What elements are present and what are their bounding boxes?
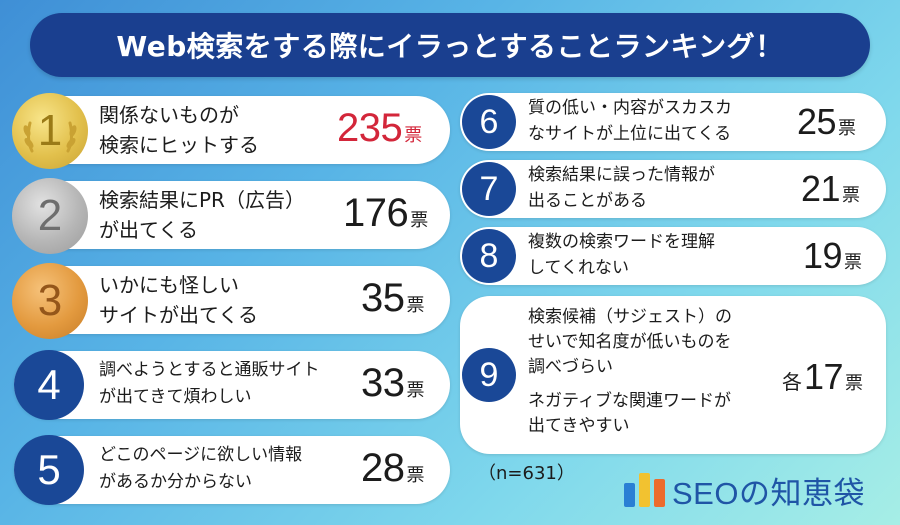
- vote-count: 176 票: [343, 191, 428, 236]
- vote-value: 176: [343, 191, 409, 235]
- vote-unit: 票: [406, 380, 425, 401]
- rank-number: 7: [479, 169, 499, 208]
- vote-unit: 票: [838, 118, 857, 139]
- rank-number: 4: [37, 361, 61, 408]
- rank-number: 8: [479, 236, 499, 275]
- rank-number: 3: [37, 276, 63, 325]
- vote-unit: 票: [844, 252, 863, 273]
- rank-badge: 6: [462, 95, 516, 149]
- vote-count: 19 票: [803, 235, 862, 277]
- rank-badge: 5: [14, 435, 84, 505]
- vote-value: 235: [337, 106, 403, 150]
- vote-unit: 票: [404, 125, 423, 146]
- item-label-line: どこのページに欲しい情報: [99, 445, 303, 465]
- item-label-line: 出ることがある: [528, 191, 647, 211]
- brand-logo: SEOの知恵袋: [624, 470, 865, 511]
- brand-name: SEOの知恵袋: [672, 475, 865, 511]
- item-label-line: サイトが出てくる: [99, 303, 258, 327]
- rank-number: 6: [479, 102, 499, 141]
- vote-count: 235 票: [337, 106, 422, 151]
- item-label-line: 検索候補（サジェスト）の: [528, 307, 732, 327]
- vote-unit: 票: [845, 373, 864, 394]
- item-label-line: 調べようとすると通販サイト: [99, 360, 320, 380]
- item-label-line: 複数の検索ワードを理解: [528, 232, 715, 252]
- rank-badge: 8: [462, 229, 516, 283]
- bars-logo-icon: [624, 473, 666, 507]
- vote-count: 35 票: [361, 276, 425, 321]
- ranking-row-9: [460, 296, 886, 454]
- rank-number: 2: [37, 191, 63, 240]
- vote-count: 28 票: [361, 446, 425, 491]
- gold-medal-icon: 1: [12, 93, 88, 169]
- rank-number: 1: [37, 106, 63, 155]
- vote-count: 25 票: [797, 101, 856, 143]
- vote-value: 17: [804, 356, 844, 397]
- vote-count: 33 票: [361, 361, 425, 406]
- item-label-line: 質の低い・内容がスカスカ: [528, 98, 732, 118]
- sample-size-note: （n=631）: [478, 463, 575, 484]
- silver-medal-icon: 2: [12, 178, 88, 254]
- rank-number: 9: [479, 355, 499, 394]
- item-label-line: してくれない: [528, 258, 629, 278]
- rank-number: 5: [37, 446, 61, 493]
- vote-unit: 票: [842, 185, 861, 206]
- vote-value: 35: [361, 276, 405, 320]
- item-label-line: 検索結果にPR（広告）: [99, 188, 305, 212]
- page-title: Web検索をする際にイラっとすることランキング！: [30, 13, 870, 77]
- item-label-line: 出てきやすい: [528, 416, 630, 436]
- item-label-line: ネガティブな関連ワードが: [528, 391, 731, 411]
- vote-value: 25: [797, 101, 837, 142]
- item-label-line: があるか分からない: [99, 472, 252, 492]
- item-label-line: 調べづらい: [528, 357, 613, 377]
- laurel-icon: [23, 121, 77, 153]
- ranking-row-7: [460, 160, 886, 218]
- vote-unit: 票: [406, 295, 425, 316]
- vote-count: 21 票: [801, 168, 860, 210]
- item-label-line: なサイトが上位に出てくる: [528, 124, 732, 144]
- item-label-line: 関係ないものが: [99, 103, 239, 127]
- item-label-line: 検索にヒットする: [99, 133, 259, 157]
- rank-badge: 4: [14, 350, 84, 420]
- bronze-medal-icon: 3: [12, 263, 88, 339]
- item-label-line: せいで知名度が低いものを: [528, 332, 732, 352]
- vote-value: 21: [801, 168, 841, 209]
- ranking-row-4: [14, 351, 450, 419]
- item-label-line: が出てくる: [99, 218, 198, 242]
- rank-badge: 9: [462, 348, 516, 402]
- ranking-row-8: [460, 227, 886, 285]
- item-label-line: いかにも怪しい: [99, 273, 239, 297]
- ranking-row-5: [14, 436, 450, 504]
- vote-prefix: 各: [782, 370, 802, 394]
- rank-badge: 7: [462, 162, 516, 216]
- vote-value: 19: [803, 235, 843, 276]
- item-label-line: が出てきて煩わしい: [99, 387, 252, 407]
- vote-value: 28: [361, 446, 405, 490]
- vote-unit: 票: [406, 465, 425, 486]
- vote-unit: 票: [410, 210, 429, 231]
- item-label-line: 検索結果に誤った情報が: [528, 165, 715, 185]
- ranking-row-6: [460, 93, 886, 151]
- vote-value: 33: [361, 361, 405, 405]
- vote-count: 各 17 票: [782, 356, 863, 398]
